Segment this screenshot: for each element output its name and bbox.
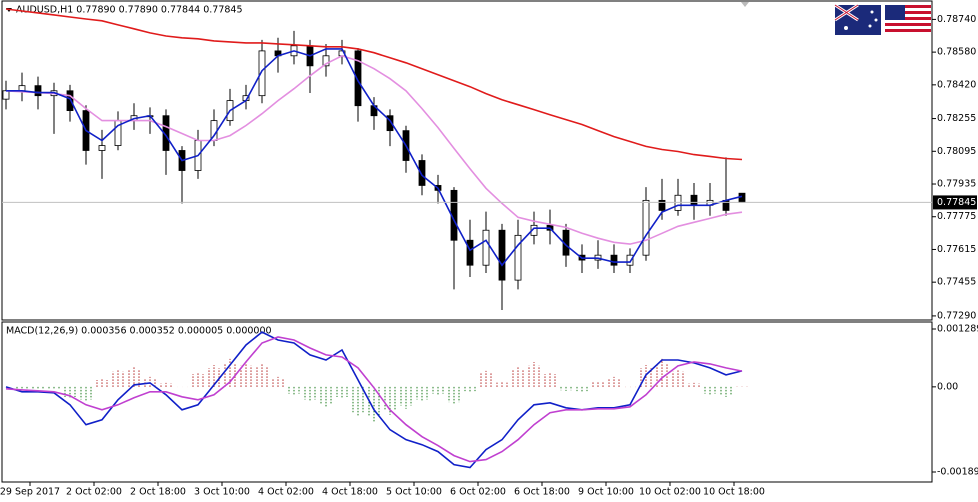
indicator-line	[6, 48, 743, 267]
x-tick-label: 10 Oct 02:00	[639, 487, 701, 498]
y-tick-label: -0.001897	[937, 466, 978, 477]
shift-marker	[741, 2, 749, 7]
x-tick-label: 29 Sep 2017	[0, 487, 60, 498]
y-tick-label: 0.77290	[937, 310, 976, 321]
current-price-box	[933, 195, 977, 210]
price-title: AUDUSD,H1 0.77890 0.77890 0.77844 0.7784…	[16, 5, 243, 16]
x-tick-label: 10 Oct 18:00	[703, 487, 765, 498]
x-tick-label: 2 Oct 02:00	[66, 487, 122, 498]
candle-body	[386, 115, 394, 132]
indicator-line	[5, 8, 743, 161]
y-tick-label: 0.77775	[937, 211, 976, 222]
x-tick-label: 9 Oct 10:00	[578, 487, 634, 498]
y-tick-label: 0.78420	[937, 79, 976, 90]
y-tick-label: 0.00	[937, 381, 958, 392]
y-tick-label: 0.001289	[937, 324, 978, 335]
candle-body	[610, 254, 618, 266]
candle-body	[466, 239, 474, 266]
candle-body	[66, 90, 74, 112]
candle-body	[658, 199, 666, 211]
candle-body	[418, 160, 426, 186]
candle-body	[258, 50, 266, 97]
candle-body	[498, 229, 506, 281]
indicator-line	[5, 331, 743, 469]
y-tick-label: 0.78255	[937, 113, 976, 124]
flag-au	[834, 3, 881, 35]
candle-body	[514, 234, 522, 281]
flag-us	[885, 5, 931, 35]
x-tick-label: 2 Oct 18:00	[130, 487, 186, 498]
candle-body	[98, 145, 106, 151]
candle-body	[482, 229, 490, 266]
x-tick-label: 5 Oct 10:00	[386, 487, 442, 498]
x-tick-label: 6 Oct 02:00	[450, 487, 506, 498]
candle-body	[354, 50, 362, 107]
candle-body	[322, 55, 330, 67]
candle-body	[2, 90, 10, 100]
candle-body	[34, 85, 42, 97]
candle-body	[738, 192, 746, 203]
x-tick-label: 3 Oct 10:00	[194, 487, 250, 498]
candle-body	[690, 194, 698, 206]
y-tick-label: 0.78580	[937, 47, 976, 58]
macd-panel	[1, 321, 933, 483]
current-price-label: 0.77845	[937, 197, 976, 208]
indicator-line	[5, 336, 743, 463]
y-tick-label: 0.78095	[937, 146, 976, 157]
y-tick-label: 0.77935	[937, 179, 976, 190]
y-tick-label: 0.78740	[937, 14, 976, 25]
x-tick-label: 4 Oct 02:00	[258, 487, 314, 498]
candle-body	[626, 254, 634, 266]
x-tick-label: 6 Oct 18:00	[514, 487, 570, 498]
candle-body	[642, 199, 650, 256]
price-panel	[1, 0, 933, 321]
y-tick-label: 0.77455	[937, 277, 976, 288]
x-tick-label: 4 Oct 18:00	[322, 487, 378, 498]
y-tick-label: 0.77615	[937, 244, 976, 255]
macd-title: MACD(12,26,9) 0.000356 0.000352 0.000005…	[6, 326, 272, 337]
